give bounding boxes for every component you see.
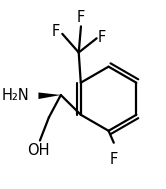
Text: F: F	[52, 24, 60, 39]
Text: OH: OH	[27, 143, 50, 158]
Text: F: F	[110, 153, 118, 167]
Text: F: F	[77, 10, 85, 25]
Text: H₂N: H₂N	[2, 88, 30, 103]
Text: F: F	[98, 30, 106, 45]
Polygon shape	[39, 92, 61, 99]
